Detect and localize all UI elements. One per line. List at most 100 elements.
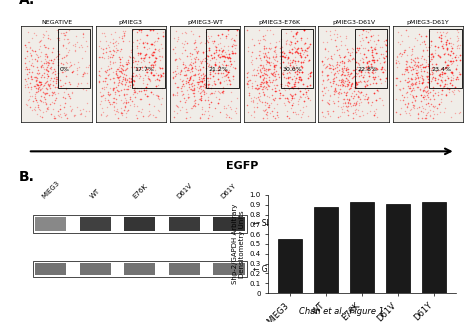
Point bbox=[175, 55, 182, 60]
Point bbox=[116, 59, 123, 64]
Point bbox=[113, 106, 121, 111]
Point bbox=[141, 55, 149, 60]
Point bbox=[263, 79, 271, 84]
Point bbox=[261, 37, 268, 43]
Point bbox=[299, 112, 306, 117]
Point bbox=[179, 61, 186, 66]
Point bbox=[31, 95, 39, 100]
Point bbox=[449, 77, 456, 82]
Point bbox=[297, 45, 305, 50]
Point bbox=[371, 44, 378, 49]
Point bbox=[71, 47, 78, 52]
Point bbox=[337, 104, 345, 109]
Point bbox=[189, 91, 197, 96]
Point bbox=[157, 101, 164, 106]
Point bbox=[184, 65, 191, 71]
Point bbox=[421, 41, 429, 46]
Point bbox=[283, 83, 291, 88]
Point bbox=[436, 72, 443, 78]
Point bbox=[278, 71, 286, 76]
Point bbox=[294, 50, 302, 55]
Point bbox=[382, 42, 389, 47]
Point bbox=[421, 106, 428, 111]
Point bbox=[173, 85, 181, 90]
Point bbox=[246, 92, 253, 98]
Point bbox=[366, 28, 374, 33]
Point bbox=[73, 105, 81, 110]
Point bbox=[110, 108, 118, 113]
Point bbox=[421, 42, 428, 47]
Point bbox=[187, 114, 194, 119]
Point bbox=[24, 40, 31, 45]
Point bbox=[199, 75, 207, 80]
Point bbox=[173, 104, 181, 109]
Point bbox=[441, 51, 449, 56]
Point bbox=[262, 80, 270, 85]
Point bbox=[282, 41, 290, 46]
Bar bbox=[207, 29, 239, 88]
Point bbox=[340, 60, 348, 65]
Point bbox=[438, 99, 445, 104]
Point bbox=[411, 76, 419, 81]
Point bbox=[422, 115, 429, 120]
Point bbox=[331, 72, 338, 77]
Point bbox=[346, 50, 354, 55]
Point bbox=[370, 38, 378, 43]
Point bbox=[46, 82, 54, 87]
Point bbox=[217, 40, 224, 45]
Point bbox=[302, 91, 310, 97]
Point bbox=[77, 110, 84, 116]
Point bbox=[67, 62, 75, 67]
Point bbox=[258, 82, 265, 87]
Point bbox=[303, 36, 311, 41]
Point bbox=[195, 80, 202, 85]
Point bbox=[47, 66, 55, 71]
Point bbox=[183, 40, 191, 45]
Point bbox=[432, 43, 439, 48]
Point bbox=[43, 67, 51, 72]
Point bbox=[273, 53, 280, 59]
Point bbox=[454, 54, 462, 60]
Point bbox=[407, 76, 415, 81]
Point bbox=[169, 75, 177, 80]
Point bbox=[347, 86, 355, 91]
Point bbox=[22, 65, 30, 70]
Point bbox=[54, 90, 61, 96]
Point bbox=[364, 48, 371, 53]
Point bbox=[260, 108, 267, 113]
Point bbox=[118, 111, 126, 116]
Point bbox=[450, 87, 458, 92]
Point bbox=[35, 88, 42, 93]
Point bbox=[144, 94, 152, 99]
Point bbox=[334, 70, 342, 75]
Point bbox=[114, 115, 122, 120]
Point bbox=[419, 94, 427, 99]
Point bbox=[85, 63, 92, 68]
Point bbox=[270, 67, 278, 72]
Point bbox=[361, 96, 368, 101]
Point bbox=[282, 75, 290, 80]
Point bbox=[187, 87, 195, 92]
Point bbox=[30, 74, 37, 79]
Point bbox=[455, 45, 462, 50]
Point bbox=[211, 82, 219, 87]
Point bbox=[223, 112, 231, 117]
Point bbox=[50, 100, 58, 105]
Point bbox=[434, 92, 441, 98]
Point bbox=[349, 110, 356, 115]
Point bbox=[382, 79, 389, 84]
Text: 23.4%: 23.4% bbox=[431, 67, 451, 71]
Point bbox=[137, 86, 144, 91]
Point bbox=[41, 74, 48, 80]
Point bbox=[199, 70, 207, 75]
Point bbox=[341, 80, 348, 85]
Point bbox=[176, 108, 183, 113]
Point bbox=[32, 81, 39, 86]
Point bbox=[44, 63, 52, 68]
Point bbox=[222, 114, 229, 119]
Point bbox=[50, 89, 57, 94]
Point bbox=[418, 115, 425, 120]
Point bbox=[27, 85, 35, 90]
Point bbox=[220, 43, 228, 48]
Point bbox=[446, 52, 454, 57]
